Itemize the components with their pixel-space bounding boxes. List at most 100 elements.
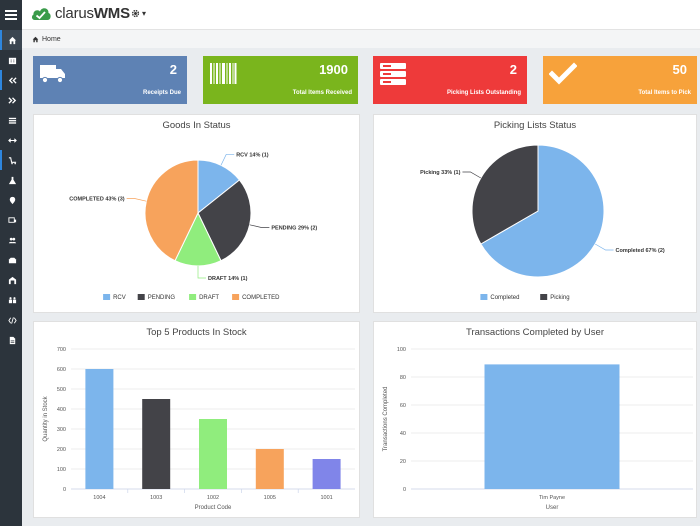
transactions-chart: 0 20 40 60 80 100 Tim Payne User Transactions Co… xyxy=(383,347,693,511)
y-tick-label: 100 xyxy=(397,347,406,353)
panel-title: Goods In Status xyxy=(162,120,231,131)
legend-label[interactable]: PENDING xyxy=(148,295,176,301)
outbound-icon xyxy=(7,96,16,104)
cart-icon xyxy=(8,156,16,164)
file-icon xyxy=(9,336,15,344)
data-label-connector xyxy=(197,266,206,279)
warehouse-icon xyxy=(8,276,16,284)
data-label-connector xyxy=(220,154,235,166)
sidebar-item-inbox[interactable] xyxy=(0,250,22,270)
stat-label: Picking Lists Outstanding xyxy=(446,90,521,96)
sidebar-item-code[interactable] xyxy=(0,310,22,330)
y-tick-label: 200 xyxy=(57,447,66,453)
pie-slice-picking[interactable] xyxy=(471,144,539,245)
bar-1004[interactable] xyxy=(85,369,114,489)
barcode-icon xyxy=(210,63,237,84)
menu-toggle-button[interactable] xyxy=(0,0,22,30)
breadcrumb: Home xyxy=(22,30,700,48)
x-tick-label: 1001 xyxy=(320,495,332,501)
inbound-icon xyxy=(8,76,17,84)
logo-main-text: clarus xyxy=(55,5,94,22)
stat-value: 50 xyxy=(672,62,687,77)
legend-label[interactable]: RCV xyxy=(113,295,126,301)
sidebar-item-transfer[interactable] xyxy=(0,130,22,150)
breadcrumb-home[interactable]: Home xyxy=(42,35,61,43)
sidebar-item-home[interactable] xyxy=(0,30,22,50)
top-5-products-panel: Top 5 Products In Stock 0 100 200 300 400 500… xyxy=(33,321,360,518)
sidebar-item-truck[interactable] xyxy=(0,210,22,230)
goods-in-status-panel: Goods In Status RCV 14% (1) PENDING 29% (… xyxy=(33,114,360,313)
code-icon xyxy=(7,316,17,324)
y-tick-label: 80 xyxy=(400,375,406,381)
stat-tile-picking-lists[interactable]: 2 Picking Lists Outstanding xyxy=(373,56,527,104)
settings-menu-button[interactable]: ▾ xyxy=(131,9,146,18)
transactions-panel: Transactions Completed by User 0 20 40 60 80… xyxy=(373,321,697,518)
pie-slice-pending[interactable] xyxy=(197,179,252,262)
sidebar-item-group[interactable] xyxy=(0,290,22,310)
pie-slice-completed[interactable] xyxy=(480,144,605,278)
sidebar xyxy=(0,0,22,526)
stat-label: Total Items to Pick xyxy=(638,90,691,96)
list-icon xyxy=(8,117,16,124)
x-tick-label: 1002 xyxy=(207,495,219,501)
stat-value: 1900 xyxy=(319,62,348,77)
bar-1002[interactable] xyxy=(199,419,227,489)
y-axis-title: Transactions Completed xyxy=(383,387,389,452)
bar-tim-payne[interactable] xyxy=(484,364,620,489)
truck-icon xyxy=(40,65,65,84)
truck-icon xyxy=(7,216,16,223)
picking-lists-status-chart: Completed 67% (2) Picking 33% (1) Complete… xyxy=(420,144,665,301)
flask-icon xyxy=(8,176,16,184)
x-axis-title: User xyxy=(546,505,559,511)
check-icon xyxy=(549,62,577,85)
sidebar-item-location[interactable] xyxy=(0,190,22,210)
sidebar-item-users[interactable] xyxy=(0,230,22,250)
legend-label[interactable]: Completed xyxy=(490,295,519,301)
home-icon xyxy=(32,36,39,42)
sidebar-item-inbound[interactable] xyxy=(0,70,22,90)
sidebar-item-building[interactable] xyxy=(0,50,22,70)
pie-slice-completed[interactable] xyxy=(144,159,199,262)
bar-1005[interactable] xyxy=(255,449,284,489)
sidebar-item-flask[interactable] xyxy=(0,170,22,190)
bar-1001[interactable] xyxy=(312,459,341,489)
data-label: PENDING 29% (2) xyxy=(271,225,317,231)
sidebar-item-outbound[interactable] xyxy=(0,90,22,110)
legend-label[interactable]: COMPLETED xyxy=(242,295,280,301)
legend-swatch xyxy=(480,294,488,300)
y-tick-label: 0 xyxy=(63,487,66,493)
y-tick-label: 100 xyxy=(57,467,66,473)
data-label-connector xyxy=(249,224,270,228)
data-label: DRAFT 14% (1) xyxy=(208,276,248,282)
gear-icon xyxy=(131,9,140,18)
panel-title: Top 5 Products In Stock xyxy=(146,327,247,338)
stat-label: Receipts Due xyxy=(142,90,181,96)
sidebar-item-file[interactable] xyxy=(0,330,22,350)
stat-tile-items-to-pick[interactable]: 50 Total Items to Pick xyxy=(543,56,697,104)
y-tick-label: 40 xyxy=(400,431,406,437)
inbox-icon xyxy=(8,257,16,263)
sidebar-item-warehouse[interactable] xyxy=(0,270,22,290)
y-axis-title: Quantity in Stock xyxy=(43,395,49,441)
stat-tile-items-received[interactable]: 1900 Total Items Received xyxy=(203,56,358,104)
sidebar-item-list[interactable] xyxy=(0,110,22,130)
legend-swatch xyxy=(540,294,548,300)
transfer-icon xyxy=(7,137,17,143)
top-bar: clarusWMS ▾ xyxy=(22,0,700,30)
bar-1003[interactable] xyxy=(142,399,171,489)
group-icon xyxy=(8,296,16,303)
panel-title: Picking Lists Status xyxy=(493,120,577,131)
data-label-connector xyxy=(462,171,482,179)
sidebar-item-cart[interactable] xyxy=(0,150,22,170)
goods-in-status-chart: RCV 14% (1) PENDING 29% (2) DRAFT 14% (1) C… xyxy=(69,152,317,301)
data-label: RCV 14% (1) xyxy=(236,152,269,158)
x-axis-title: Product Code xyxy=(195,505,232,511)
stat-tile-receipts[interactable]: 2 Receipts Due xyxy=(33,56,187,104)
home-icon xyxy=(8,36,16,44)
legend-label[interactable]: DRAFT xyxy=(199,295,219,301)
legend-label[interactable]: Picking xyxy=(550,295,569,301)
data-label-connector xyxy=(126,198,147,202)
logo[interactable]: clarusWMS xyxy=(30,5,130,22)
data-label-connector xyxy=(594,243,614,251)
app-name: clarusWMS xyxy=(55,5,130,22)
